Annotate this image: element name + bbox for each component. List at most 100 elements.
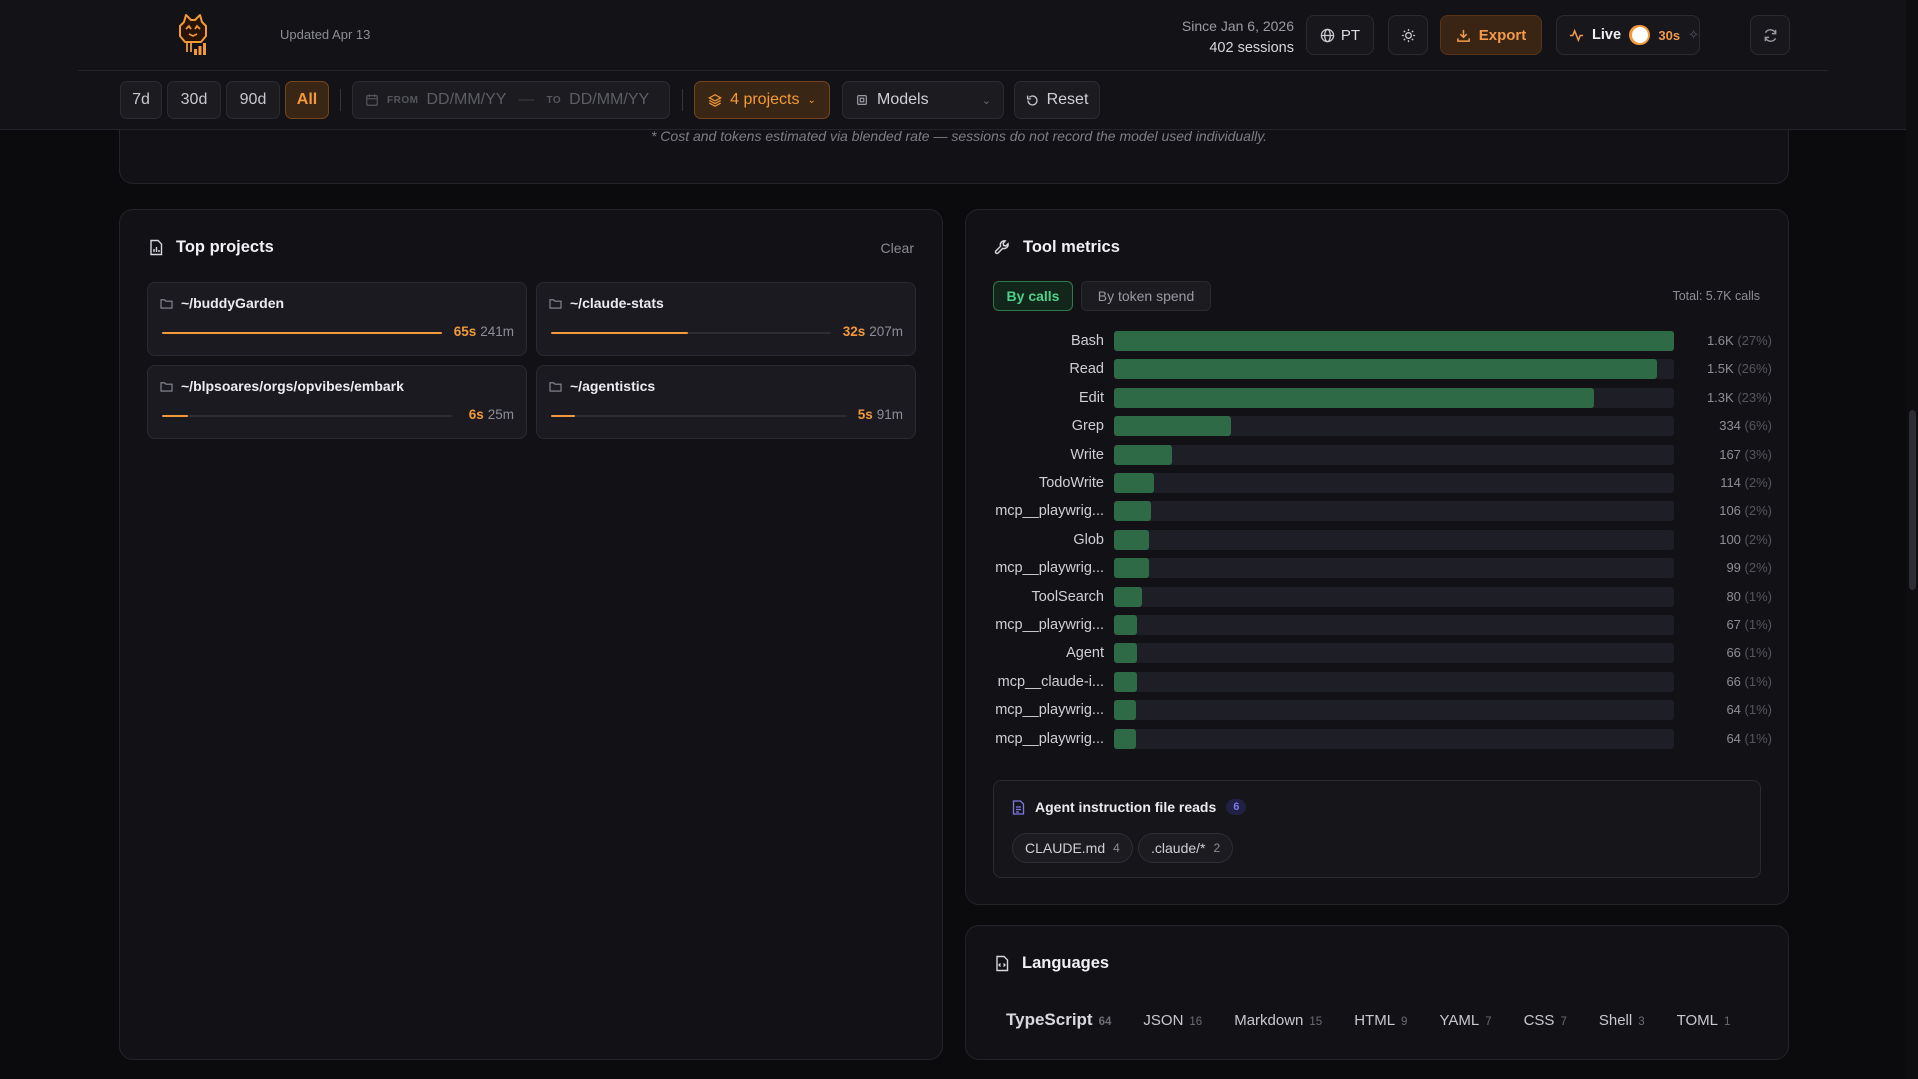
live-toggle[interactable] <box>1629 25 1651 45</box>
tool-value: 167 (3%) <box>1680 447 1772 462</box>
language-name: Shell <box>1598 1012 1633 1029</box>
calendar-icon <box>365 93 379 107</box>
tab-by-calls[interactable]: By calls <box>993 281 1073 311</box>
reset-icon <box>1026 94 1039 107</box>
from-tag: FROM <box>387 94 419 106</box>
tool-bar-row[interactable]: Agent 66 (1%) <box>992 642 1772 664</box>
tool-count: 66 <box>1726 673 1741 689</box>
tool-bar <box>1114 643 1137 664</box>
tool-bar-row[interactable]: mcp__playwrig... 64 (1%) <box>992 699 1772 721</box>
project-usage-track <box>162 415 452 417</box>
scrollbar-thumb[interactable] <box>1909 410 1916 590</box>
tool-name: Edit <box>1079 389 1104 406</box>
language-item: TypeScript 64 <box>1006 1010 1111 1030</box>
globe-icon <box>1320 28 1335 43</box>
tool-percent: (23%) <box>1737 389 1772 405</box>
models-filter-select[interactable]: Models ⌄ <box>842 81 1004 119</box>
wrench-icon <box>994 239 1011 256</box>
language-count: 16 <box>1189 1016 1203 1028</box>
tool-bar-row[interactable]: TodoWrite 114 (2%) <box>992 472 1772 494</box>
tool-bar-row[interactable]: Write 167 (3%) <box>992 444 1772 466</box>
language-item: HTML 9 <box>1354 1012 1407 1029</box>
range-30d-button[interactable]: 30d <box>167 81 221 119</box>
tab-by-token-spend[interactable]: By token spend <box>1081 281 1211 311</box>
range-7d-button[interactable]: 7d <box>120 81 162 119</box>
language-count: 15 <box>1309 1016 1323 1028</box>
project-seconds: 6s <box>468 407 484 422</box>
data-range-info: Since Jan 6, 2026 402 sessions <box>1182 15 1294 59</box>
instruction-reads-title: Agent instruction file reads <box>1035 799 1217 815</box>
date-range-picker[interactable]: FROM DD/MM/YY — TO DD/MM/YY <box>352 81 670 119</box>
project-minutes: 25m <box>487 407 514 422</box>
file-chip-claude-dir[interactable]: .claude/* 2 <box>1138 833 1234 863</box>
tool-bar <box>1114 444 1172 465</box>
clear-projects-button[interactable]: Clear <box>880 240 914 256</box>
tool-bar-row[interactable]: Bash 1.6K (27%) <box>992 330 1772 352</box>
tool-bar-row[interactable]: Glob 100 (2%) <box>992 529 1772 551</box>
tool-bar-row[interactable]: Edit 1.3K (23%) <box>992 387 1772 409</box>
tool-bar-row[interactable]: Grep 334 (6%) <box>992 415 1772 437</box>
project-card[interactable]: ~/agentistics 5s 91m <box>536 365 916 439</box>
tool-bar <box>1114 359 1657 380</box>
instruction-reads-count: 6 <box>1226 799 1247 815</box>
export-button[interactable]: Export <box>1440 15 1542 55</box>
tool-bar-row[interactable]: mcp__playwrig... 64 (1%) <box>992 728 1772 750</box>
project-seconds: 5s <box>857 407 873 422</box>
tool-percent: (1%) <box>1744 673 1772 689</box>
app-logo-icon[interactable] <box>174 12 212 58</box>
projects-filter-label: 4 projects <box>730 91 800 108</box>
file-chip-claude-md[interactable]: CLAUDE.md 4 <box>1012 833 1133 863</box>
tool-bar-track <box>1114 671 1674 692</box>
tool-metrics-title: Tool metrics <box>1023 238 1120 256</box>
project-card[interactable]: ~/buddyGarden 65s 241m <box>147 282 527 356</box>
live-label: Live <box>1592 27 1622 43</box>
reset-button[interactable]: Reset <box>1014 81 1100 119</box>
tool-name: mcp__playwrig... <box>995 560 1104 577</box>
project-minutes: 207m <box>869 324 903 339</box>
range-all-button[interactable]: All <box>285 81 329 119</box>
tool-name: ToolSearch <box>1031 588 1104 605</box>
refresh-interval[interactable]: 30s <box>1658 27 1681 43</box>
tool-count: 64 <box>1726 702 1741 718</box>
sparkle-icon[interactable]: ✧ <box>1688 27 1699 42</box>
project-card[interactable]: ~/claude-stats 32s 207m <box>536 282 916 356</box>
tool-bar <box>1114 671 1137 692</box>
language-label: PT <box>1340 26 1361 44</box>
projects-filter-button[interactable]: 4 projects ⌄ <box>694 81 830 119</box>
from-date-input[interactable]: DD/MM/YY <box>426 91 507 108</box>
tool-bar-row[interactable]: Read 1.5K (26%) <box>992 358 1772 380</box>
tool-bar-row[interactable]: mcp__playwrig... 99 (2%) <box>992 557 1772 579</box>
tool-bar <box>1114 615 1137 635</box>
filter-separator <box>682 89 683 111</box>
top-header: Updated Apr 13 Since Jan 6, 2026 402 ses… <box>0 0 1906 130</box>
project-card[interactable]: ~/blpsoares/orgs/opvibes/embark 6s 25m <box>147 365 527 439</box>
tool-bar <box>1114 529 1149 550</box>
to-date-input[interactable]: DD/MM/YY <box>569 91 650 108</box>
theme-toggle-button[interactable] <box>1388 15 1428 55</box>
tool-value: 66 (1%) <box>1680 645 1772 660</box>
tool-bar-row[interactable]: mcp__claude-i... 66 (1%) <box>992 671 1772 693</box>
range-90d-button[interactable]: 90d <box>226 81 280 119</box>
language-button[interactable]: PT <box>1306 15 1374 55</box>
tool-percent: (1%) <box>1744 645 1772 661</box>
tool-bar-row[interactable]: mcp__playwrig... 106 (2%) <box>992 500 1772 522</box>
tool-bar-track <box>1114 359 1674 380</box>
tool-count: 67 <box>1726 617 1741 632</box>
language-item: JSON 16 <box>1143 1012 1202 1029</box>
language-count: 7 <box>1560 1016 1567 1028</box>
to-tag: TO <box>546 94 562 106</box>
tool-percent: (2%) <box>1744 475 1772 490</box>
reset-label: Reset <box>1046 91 1089 108</box>
models-filter-label: Models <box>877 91 929 108</box>
file-chip-count: 4 <box>1113 841 1120 855</box>
language-count: 1 <box>1724 1016 1731 1028</box>
refresh-button[interactable] <box>1750 15 1790 55</box>
tool-bar-row[interactable]: mcp__playwrig... 67 (1%) <box>992 614 1772 636</box>
tool-bar <box>1114 416 1231 437</box>
tool-bar-track <box>1114 643 1674 664</box>
page-scrollbar[interactable] <box>1906 0 1918 1079</box>
cpu-icon <box>855 93 869 107</box>
tool-count: 334 <box>1719 418 1741 434</box>
tool-bar-row[interactable]: ToolSearch 80 (1%) <box>992 586 1772 608</box>
tool-name: mcp__playwrig... <box>995 730 1104 747</box>
